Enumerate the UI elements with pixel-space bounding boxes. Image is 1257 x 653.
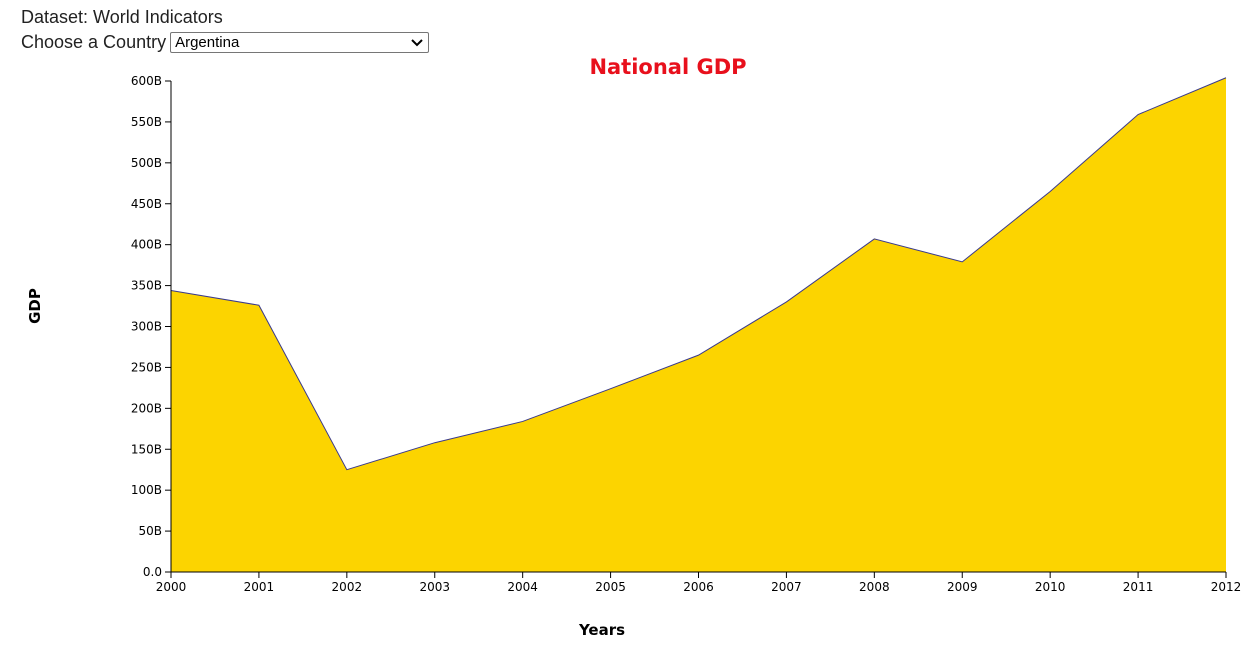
x-axis: 2000 2001 2002 2003 2004 2005 2006 2007 2008 2009… [156,571,1242,594]
y-tick: 550B [131,115,171,129]
y-tick: 500B [131,156,171,170]
x-tick-label: 2004 [507,580,538,594]
y-tick-label: 50B [138,524,162,538]
y-tick-label: 350B [131,279,162,293]
x-tick-label: 2001 [244,580,275,594]
y-tick-label: 550B [131,115,162,129]
country-select[interactable]: Argentina [170,32,430,53]
x-tick-label: 2011 [1123,580,1154,594]
y-tick-label: 450B [131,197,162,211]
x-tick: 2011 [1123,572,1154,594]
x-tick: 2002 [332,572,363,594]
x-tick: 2012 [1211,572,1242,594]
x-tick-label: 2000 [156,580,187,594]
y-tick-label: 300B [131,320,162,334]
x-axis-label: Years [578,621,625,639]
y-tick-label: 250B [131,360,162,374]
x-tick-label: 2006 [683,580,714,594]
x-tick-label: 2002 [332,580,363,594]
x-tick: 2004 [507,572,538,594]
y-tick-label: 200B [131,401,162,415]
dataset-row: Dataset: World Indicators [21,5,429,30]
x-tick-label: 2010 [1035,580,1066,594]
x-tick: 2006 [683,572,714,594]
x-tick-label: 2003 [419,580,450,594]
y-tick-label: 100B [131,483,162,497]
y-axis-label: GDP [26,288,44,324]
x-tick: 2010 [1035,572,1066,594]
gdp-area [171,77,1226,572]
y-tick: 200B [131,401,171,415]
y-tick: 250B [131,360,171,374]
x-tick: 2005 [595,572,626,594]
x-tick: 2008 [859,572,890,594]
y-tick-label: 150B [131,442,162,456]
y-tick-label: 500B [131,156,162,170]
y-tick-label: 600B [131,74,162,88]
y-tick: 350B [131,279,171,293]
y-tick-label: 0.0 [143,565,162,579]
chart-title: National GDP [589,55,746,79]
y-tick: 400B [131,238,171,252]
country-row: Choose a Country Argentina [21,30,430,55]
y-tick: 600B [131,74,171,88]
x-tick: 2001 [244,572,275,594]
x-tick: 2007 [771,572,802,594]
x-tick: 2009 [947,572,978,594]
x-tick-label: 2012 [1211,580,1242,594]
y-tick: 300B [131,320,171,334]
country-select-value: Argentina [175,34,240,51]
x-tick-label: 2008 [859,580,890,594]
x-tick-label: 2009 [947,580,978,594]
gdp-line [170,77,1227,471]
y-tick: 100B [131,483,171,497]
dataset-label: Dataset: World Indicators [21,7,223,27]
x-tick-label: 2007 [771,580,802,594]
y-tick-label: 400B [131,238,162,252]
country-label: Choose a Country [21,32,167,52]
y-tick: 150B [131,442,171,456]
x-tick-label: 2005 [595,580,626,594]
y-tick: 50B [138,524,171,538]
controls: Dataset: World Indicators Choose a Count… [21,5,430,55]
y-axis: 0.0 50B 100B 150B 200B 250B 300B 350B 400B 450B 50… [131,74,172,579]
y-tick: 0.0 [143,565,171,579]
y-tick: 450B [131,197,171,211]
x-tick: 2000 [156,572,187,594]
chevron-down-icon [411,38,423,46]
plot-area [170,77,1227,572]
x-tick: 2003 [419,572,450,594]
